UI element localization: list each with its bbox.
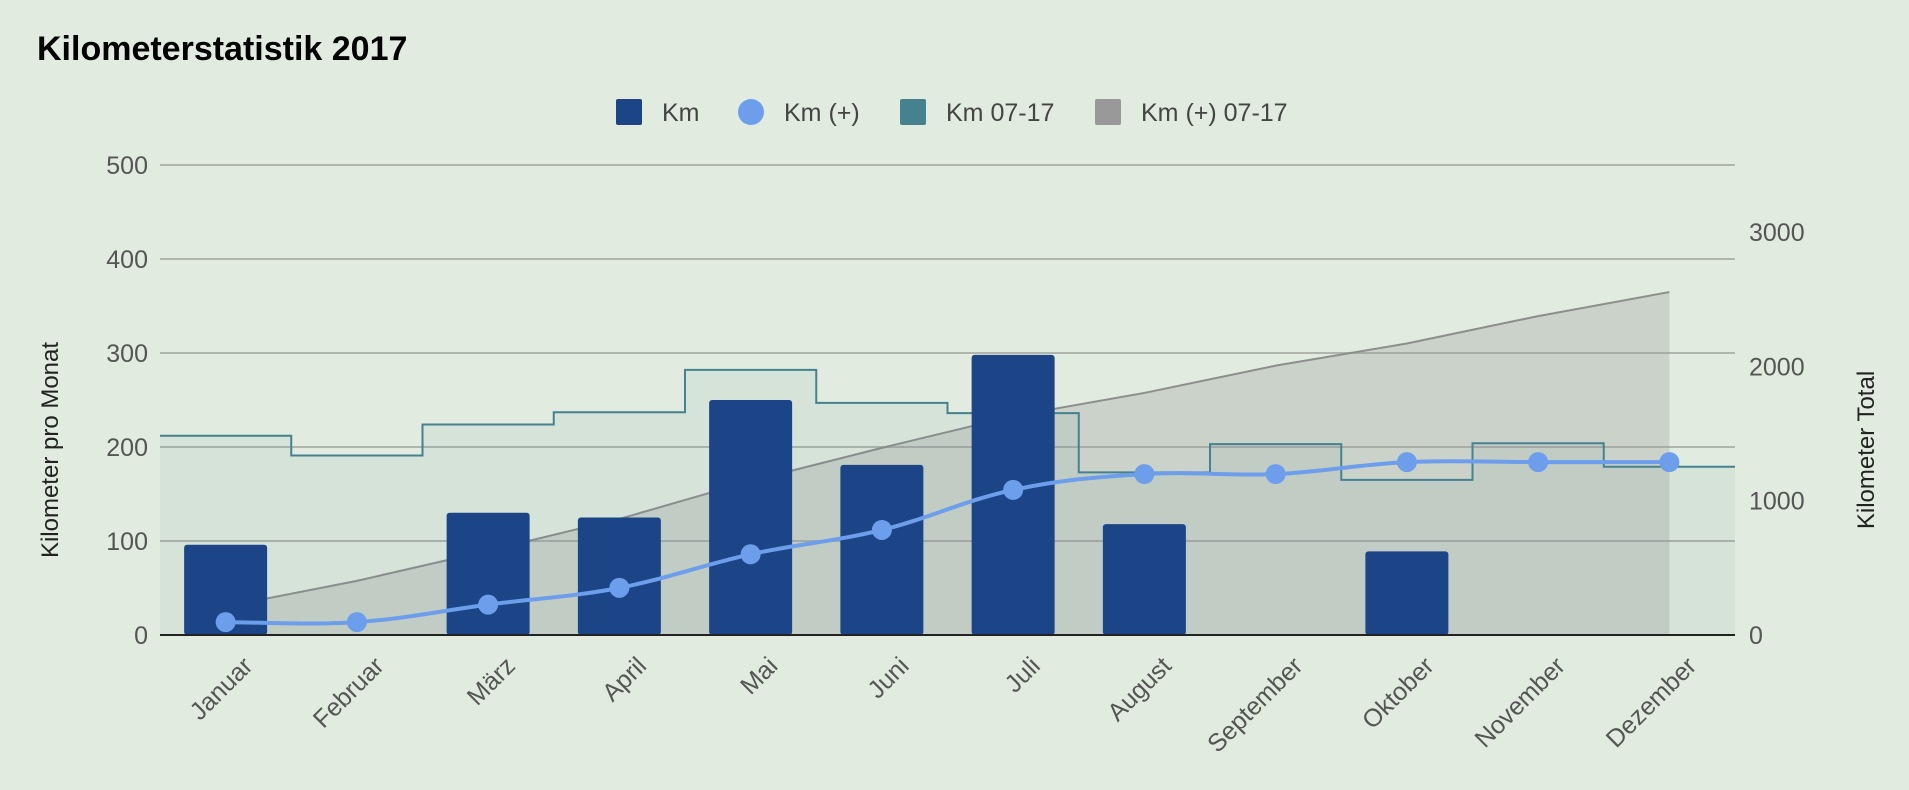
- km-bars: [184, 354, 1449, 635]
- x-tick-label: März: [462, 652, 521, 711]
- km-07-17-stepped-area: [160, 368, 1735, 635]
- bar-km: [184, 544, 268, 635]
- y-tick-label-right: 2000: [1749, 353, 1805, 381]
- km-plus-point: [740, 544, 761, 565]
- y-axis-label-right: Kilometer Total: [1853, 371, 1880, 529]
- x-tick-label: Februar: [308, 652, 390, 734]
- y-tick-label-left: 0: [134, 622, 148, 650]
- y-tick-label-left: 500: [106, 152, 148, 180]
- km-plus-point: [871, 519, 892, 540]
- km-plus-line: [215, 452, 1680, 633]
- bar-km: [840, 464, 924, 635]
- km-plus-point: [478, 594, 499, 615]
- km-plus-point: [346, 612, 367, 633]
- x-tick-label: Dezember: [1601, 652, 1702, 753]
- legend: Km Km (+) Km 07-17 Km (+) 07-17: [616, 99, 1288, 127]
- legend-marker: [738, 99, 764, 125]
- km-plus-point: [215, 612, 236, 633]
- km-plus-point: [1528, 452, 1549, 473]
- km-plus-point: [1003, 479, 1024, 500]
- km-plus-point: [1265, 464, 1286, 485]
- km-07-17-step-line: [160, 368, 1735, 481]
- km-plus-point: [1134, 464, 1155, 485]
- bar-km: [1365, 551, 1449, 635]
- x-tick-label: Juni: [862, 652, 914, 704]
- y-tick-label-right: 0: [1749, 622, 1763, 650]
- x-tick-label: April: [597, 652, 652, 707]
- x-tick-label: August: [1102, 652, 1177, 727]
- x-tick-label: Mai: [735, 652, 783, 700]
- legend-marker: [900, 99, 926, 125]
- x-tick-label: September: [1202, 652, 1308, 758]
- km-plus-point: [1396, 452, 1417, 473]
- bar-km: [709, 400, 793, 635]
- km-plus-point: [609, 577, 630, 598]
- x-tick-label: Januar: [184, 652, 258, 726]
- legend-marker: [1095, 99, 1121, 125]
- km-plus-point: [1659, 452, 1680, 473]
- bar-km: [577, 517, 661, 635]
- x-tick-label: Oktober: [1357, 652, 1440, 735]
- legend-label: Km (+): [784, 99, 860, 127]
- x-tick-label: November: [1469, 652, 1570, 753]
- y-tick-label-left: 100: [106, 528, 148, 556]
- km-plus-line-path: [225, 459, 1670, 626]
- km-07-17-step-fill: [160, 369, 1735, 635]
- y-tick-label-left: 200: [106, 434, 148, 462]
- y-tick-label-right: 1000: [1749, 488, 1805, 516]
- y-axis-label-left: Kilometer pro Monat: [37, 342, 64, 558]
- x-tick-label: Juli: [999, 652, 1045, 698]
- legend-label: Km 07-17: [946, 99, 1054, 127]
- y-tick-label-left: 300: [106, 340, 148, 368]
- legend-label: Km: [662, 99, 700, 127]
- chart-title: Kilometerstatistik 2017: [37, 30, 408, 68]
- legend-marker: [616, 99, 642, 125]
- y-tick-label-left: 400: [106, 246, 148, 274]
- legend-label: Km (+) 07-17: [1141, 99, 1288, 127]
- bar-km: [1102, 524, 1186, 635]
- bar-km: [446, 512, 530, 635]
- y-tick-label-right: 3000: [1749, 219, 1805, 247]
